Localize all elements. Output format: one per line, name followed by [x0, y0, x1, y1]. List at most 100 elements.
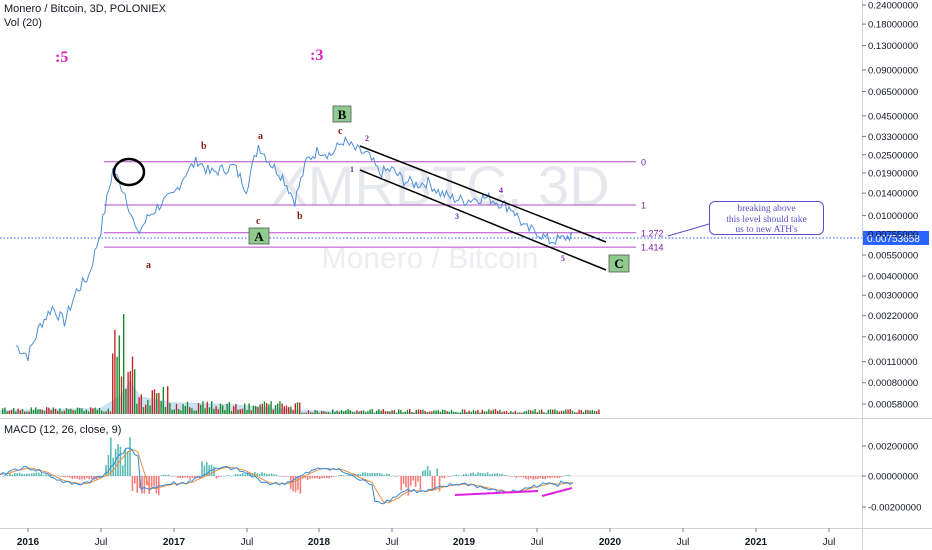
- macd-histogram-bar: [530, 476, 532, 479]
- volume-bar: [70, 408, 72, 414]
- volume-bar: [92, 408, 94, 414]
- svg-text:A: A: [254, 229, 264, 244]
- macd-histogram-bar: [321, 476, 323, 479]
- macd-histogram-bar: [434, 476, 436, 490]
- volume-bar: [127, 372, 129, 414]
- volume-bar: [435, 410, 437, 414]
- macd-histogram-bar: [390, 476, 393, 477]
- macd-histogram-bar: [323, 476, 326, 478]
- volume-bar: [28, 411, 30, 414]
- macd-histogram-bar: [234, 474, 237, 476]
- volume-bar: [65, 408, 68, 414]
- volume-bar: [486, 411, 488, 414]
- macd-histogram-bar: [539, 476, 542, 479]
- volume-bar: [83, 411, 85, 414]
- price-axis[interactable]: 0.24000000 0.18000000 0.13000000 0.09000000…: [862, 1, 918, 411]
- macd-histogram-bar: [422, 470, 424, 476]
- volume-bar: [296, 402, 299, 414]
- volume-bar: [13, 408, 15, 414]
- volume-bar: [560, 410, 563, 414]
- volume-bar: [246, 409, 248, 414]
- macd-histogram-bar: [306, 476, 309, 480]
- macd-histogram-bar: [561, 476, 563, 477]
- macd-histogram-bar: [294, 476, 297, 493]
- volume-bar: [96, 409, 98, 414]
- volume-bar: [503, 411, 505, 414]
- fib-label: 1.272: [641, 228, 664, 238]
- volume-bar: [250, 410, 252, 414]
- volume-bar: [255, 406, 257, 414]
- time-axis[interactable]: 2016 Jul 2017 Jul 2018 Jul 2019 Jul 2020 Jul 2021 J…: [17, 528, 836, 548]
- macd-histogram-bar: [81, 476, 83, 480]
- macd-histogram-bar: [191, 476, 194, 478]
- macd-histogram-bar: [554, 476, 556, 478]
- volume-bar: [94, 407, 96, 414]
- volume-bar: [450, 409, 453, 414]
- volume-bar: [288, 407, 290, 414]
- macd-histogram-bar: [184, 476, 186, 478]
- volume-bar: [437, 410, 439, 414]
- macd-histogram-bar: [467, 474, 470, 476]
- volume-bar: [140, 394, 142, 414]
- volume-bar: [334, 411, 336, 414]
- volume-bar: [558, 411, 560, 414]
- macd-histogram-bar: [402, 476, 405, 484]
- volume-bar: [567, 409, 569, 414]
- macd-histogram-bar: [239, 473, 242, 476]
- volume-bar: [464, 409, 466, 414]
- volume-bar: [81, 408, 83, 414]
- macd-histogram-bar: [472, 472, 474, 476]
- volume-bar: [420, 409, 422, 414]
- macd-histogram-bar: [522, 476, 525, 478]
- macd-histogram-bar: [18, 472, 21, 476]
- volume-bar: [149, 405, 151, 414]
- volume-bar: [501, 411, 503, 414]
- volume-bar: [354, 412, 356, 414]
- volume-bar: [380, 410, 382, 414]
- macd-histogram-bar: [479, 472, 482, 476]
- volume-bar: [411, 411, 413, 414]
- volume-bar: [222, 405, 224, 414]
- macd-histogram-bar: [474, 474, 477, 476]
- macd-axis[interactable]: 0.00200000 0.00000000 -0.00200000: [862, 442, 921, 514]
- macd-histogram-bar: [69, 476, 71, 478]
- volume-bar: [61, 411, 63, 414]
- volume-bar: [138, 397, 140, 414]
- macd-histogram-bar: [328, 476, 330, 479]
- volume-bar: [131, 356, 134, 414]
- volume-bar: [393, 409, 395, 414]
- volume-bar: [107, 408, 109, 414]
- volume-bar: [574, 412, 576, 414]
- volume-bar: [151, 390, 153, 414]
- volume-bar: [547, 409, 549, 414]
- macd-histogram-bar: [501, 473, 503, 476]
- volume-bar: [310, 412, 312, 414]
- volume-bar: [384, 411, 387, 414]
- macd-histogram-bar: [508, 476, 510, 477]
- macd-histogram-bar: [458, 475, 460, 476]
- volume-bar: [116, 356, 118, 414]
- annotation-line-1: breaking above: [737, 204, 796, 214]
- macd-histogram-bar: [443, 476, 446, 479]
- volume-bar: [266, 403, 268, 414]
- macd-histogram-bar: [131, 476, 134, 492]
- volume-bar: [514, 410, 516, 414]
- annotation-line-3: us to new ATH's: [735, 225, 798, 235]
- volume-bar: [433, 410, 435, 414]
- volume-bar: [591, 410, 593, 414]
- volume-bar: [219, 403, 222, 414]
- x-tick-label: Jul: [823, 537, 836, 548]
- macd-histogram-bar: [141, 476, 143, 494]
- macd-histogram-bar: [558, 476, 561, 478]
- volume-bar: [369, 409, 371, 414]
- macd-histogram-bar: [275, 474, 278, 476]
- wave-label-a2: a: [258, 131, 263, 142]
- fib-levels: 0 1 1.272 1.414: [104, 157, 664, 253]
- fib-label: 1: [641, 201, 646, 211]
- volume-bar: [162, 386, 164, 414]
- annotation-callout: breaking above this level should take us…: [709, 201, 824, 235]
- macd-histogram-bar: [50, 474, 52, 476]
- volume-bar: [563, 410, 565, 414]
- macd-histogram-bar: [268, 474, 270, 476]
